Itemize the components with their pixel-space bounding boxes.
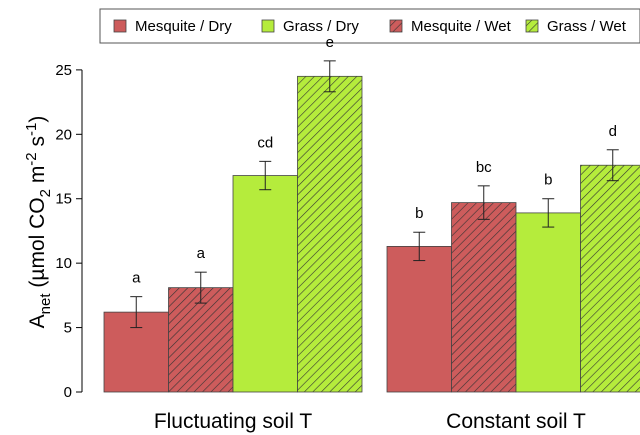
y-axis-label: Anet (µmol CO2 m-2 s-1) [23, 116, 54, 329]
bar [232, 175, 298, 393]
legend-item: Mesquite / Dry [113, 18, 232, 35]
legend-label: Grass / Dry [283, 18, 359, 35]
legend-label: Mesquite / Dry [135, 18, 232, 35]
significance-letter: bc [476, 159, 492, 176]
legend-swatch [525, 19, 539, 33]
significance-letter: b [415, 205, 423, 222]
group-labels: Fluctuating soil T Constant soil T [154, 410, 586, 433]
error-bar [259, 160, 272, 191]
legend-item: Grass / Dry [261, 18, 359, 35]
group-label: Constant soil T [446, 410, 586, 433]
significance-letter: d [609, 123, 617, 140]
error-bar [323, 60, 336, 93]
legend-swatch [113, 19, 127, 33]
bar [580, 164, 640, 393]
legend-label: Mesquite / Wet [411, 18, 512, 35]
error-bar [477, 185, 490, 220]
significance-letter: b [544, 172, 552, 189]
error-bar [194, 271, 207, 304]
bars: a a cd e b bc b d [103, 34, 640, 393]
bar [297, 75, 363, 393]
bar [451, 202, 517, 393]
y-axis: 0 5 10 15 20 25 [55, 62, 83, 401]
legend-item: Mesquite / Wet [389, 18, 512, 35]
y-tick-label: 5 [64, 320, 72, 337]
error-bar [542, 198, 555, 228]
significance-letter: cd [257, 134, 273, 151]
significance-letter: a [197, 245, 206, 262]
y-tick-label: 0 [64, 384, 72, 401]
legend-swatch [389, 19, 403, 33]
error-bar [606, 149, 619, 182]
legend-item: Grass / Wet [525, 18, 627, 35]
legend-swatch [261, 19, 275, 33]
error-bar [413, 231, 426, 262]
significance-letter: e [326, 34, 334, 51]
legend-box [99, 8, 640, 44]
significance-letter: a [132, 270, 141, 287]
error-bar [130, 296, 143, 329]
bar [515, 212, 581, 393]
y-tick-label: 20 [55, 126, 72, 143]
y-tick-label: 25 [55, 62, 72, 79]
legend-label: Grass / Wet [547, 18, 627, 35]
y-tick-label: 15 [55, 191, 72, 208]
legend: Mesquite / Dry Grass / Dry Mesquite / Wet G… [99, 8, 640, 44]
y-tick-label: 10 [55, 255, 72, 272]
bar [168, 287, 234, 393]
bar [386, 246, 452, 393]
group-label: Fluctuating soil T [154, 410, 313, 433]
